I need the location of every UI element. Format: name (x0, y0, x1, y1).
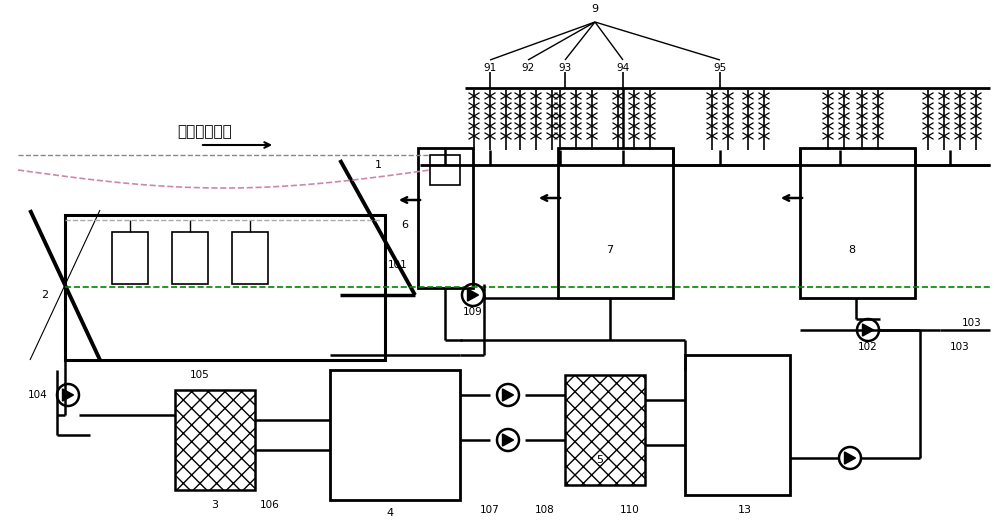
Text: 103: 103 (962, 318, 982, 328)
Polygon shape (468, 289, 479, 301)
Text: 106: 106 (260, 500, 280, 510)
Text: 103: 103 (950, 342, 970, 352)
Text: 107: 107 (480, 505, 500, 515)
Text: 102: 102 (858, 342, 878, 352)
Text: 2: 2 (41, 290, 48, 300)
Text: 6: 6 (401, 220, 408, 230)
Text: 5: 5 (596, 455, 604, 465)
Text: 109: 109 (463, 307, 483, 317)
Text: 91: 91 (483, 63, 497, 73)
Polygon shape (503, 434, 514, 446)
Text: 101: 101 (388, 260, 408, 270)
Text: 108: 108 (535, 505, 555, 515)
Text: 9: 9 (591, 4, 599, 14)
Text: 1: 1 (374, 160, 382, 170)
Bar (430, 155, 460, 185)
Bar (800, 148, 915, 298)
Text: 105: 105 (190, 370, 210, 380)
Text: 工件运行方向: 工件运行方向 (178, 125, 232, 139)
Polygon shape (62, 389, 74, 401)
Bar (558, 148, 673, 298)
Text: 7: 7 (606, 245, 614, 255)
Text: 110: 110 (620, 505, 640, 515)
Text: 93: 93 (558, 63, 572, 73)
Text: 92: 92 (521, 63, 535, 73)
Bar (232, 232, 268, 284)
Text: 4: 4 (386, 508, 394, 518)
Polygon shape (862, 324, 874, 336)
Bar (112, 232, 148, 284)
Polygon shape (844, 452, 856, 464)
Text: 94: 94 (616, 63, 630, 73)
Text: 13: 13 (738, 505, 752, 515)
Bar (172, 232, 208, 284)
Text: 8: 8 (848, 245, 856, 255)
Text: 104: 104 (28, 390, 48, 400)
Bar (330, 370, 460, 500)
Text: 95: 95 (713, 63, 727, 73)
Bar (565, 375, 645, 485)
Bar (65, 215, 385, 360)
Text: 3: 3 (212, 500, 218, 510)
Bar (175, 390, 255, 490)
Bar (685, 355, 790, 495)
Polygon shape (503, 389, 514, 401)
Bar (418, 148, 473, 288)
